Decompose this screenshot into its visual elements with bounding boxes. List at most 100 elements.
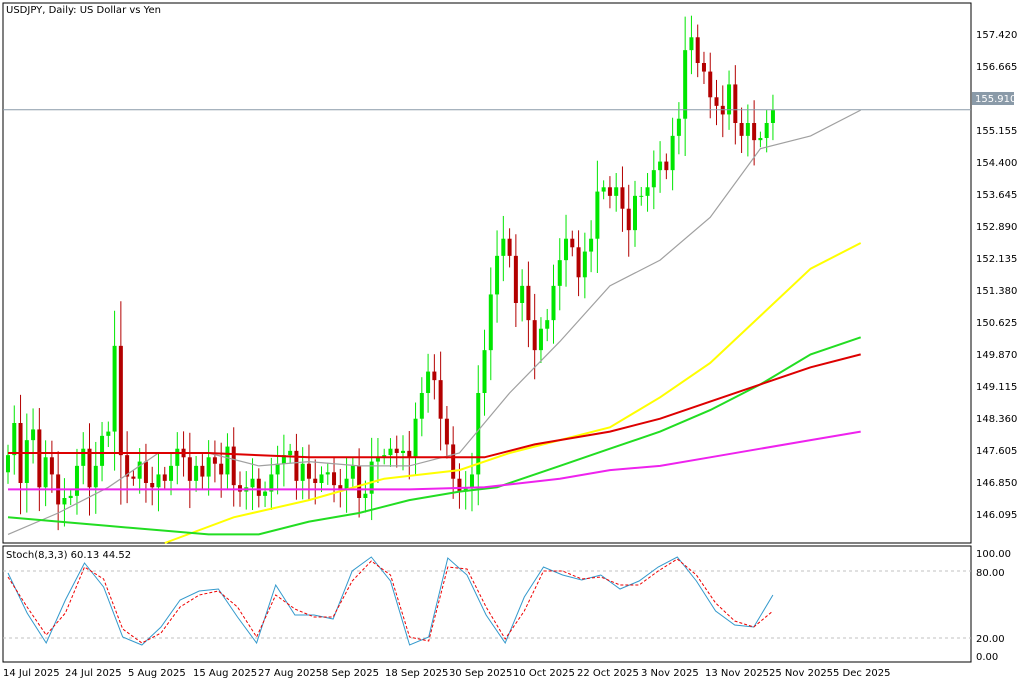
stoch-tick-label: 0.00 (976, 652, 998, 663)
y-tick-label: 149.115 (976, 382, 1017, 393)
candle-body (476, 393, 481, 475)
candle-body (388, 448, 393, 456)
x-tick-label: 24 Jul 2025 (65, 668, 122, 679)
candle-body (507, 238, 512, 256)
candle-body (350, 465, 355, 479)
candle-body (752, 123, 757, 141)
candle-body (526, 285, 531, 321)
candle-body (24, 440, 29, 483)
candle-body (200, 465, 205, 477)
candle-body (488, 294, 493, 351)
candle-body (250, 478, 255, 488)
x-tick-label: 13 Nov 2025 (705, 668, 769, 679)
candle-body (237, 485, 242, 492)
candle-body (375, 457, 380, 462)
candle-body (332, 472, 337, 486)
candle-body (281, 455, 286, 464)
candle-body (118, 345, 123, 456)
candle-body (607, 187, 612, 196)
candle-body (495, 255, 500, 295)
candle-body (37, 429, 42, 488)
y-tick-label: 152.135 (976, 254, 1017, 265)
candle-body (601, 187, 606, 192)
y-tick-label: 151.380 (976, 286, 1017, 297)
y-tick-label: 157.420 (976, 30, 1017, 41)
candle-body (382, 455, 387, 458)
candle-body (626, 208, 631, 231)
candle-body (300, 463, 305, 481)
candle-body (125, 455, 130, 477)
candle-body (501, 238, 506, 256)
y-tick-label: 154.400 (976, 158, 1017, 169)
candle-body (538, 328, 543, 351)
candle-body (131, 476, 136, 479)
candle-body (438, 380, 443, 419)
candle-body (81, 448, 86, 466)
candle-body (338, 485, 343, 490)
y-tick-label: 153.645 (976, 190, 1017, 201)
candle-body (463, 487, 468, 492)
x-axis: 14 Jul 2025 24 Jul 2025 5 Aug 2025 15 Au… (3, 668, 891, 679)
candle-body (444, 418, 449, 445)
candle-body (589, 238, 594, 252)
candle-body (564, 238, 569, 261)
candle-body (676, 118, 681, 136)
y-tick-label: 146.850 (976, 478, 1017, 489)
candle-body (770, 110, 775, 123)
x-tick-label: 10 Oct 2025 (513, 668, 575, 679)
candle-body (745, 123, 750, 136)
candle-body (256, 478, 261, 496)
candle-body (156, 474, 161, 488)
y-tick-label: 152.890 (976, 222, 1017, 233)
candle-body (225, 446, 230, 475)
moving-averages-group (7, 109, 862, 544)
candle-body (633, 195, 637, 231)
candle-body (708, 71, 713, 98)
stoch-label: Stoch(8,3,3) 60.13 44.52 (6, 550, 131, 561)
candle-body (294, 450, 299, 481)
x-tick-label: 22 Oct 2025 (577, 668, 639, 679)
candle-body (457, 478, 462, 492)
candle-body (451, 444, 456, 479)
stoch-signal-line (7, 558, 774, 644)
y-tick-label: 156.665 (976, 62, 1017, 73)
candle-body (288, 450, 293, 456)
moving-average-line (8, 353, 861, 459)
candle-body (306, 463, 311, 479)
candle-body (432, 371, 437, 381)
candle-body (175, 448, 180, 466)
candle-body (12, 423, 17, 456)
candle-body (325, 472, 330, 475)
candle-body (570, 238, 575, 248)
current-price-label: 155.910 (975, 94, 1016, 105)
y-tick-label: 147.605 (976, 446, 1017, 457)
moving-average-line (7, 109, 861, 535)
candle-body (658, 161, 663, 171)
candle-body (670, 135, 675, 171)
candle-body (513, 255, 518, 303)
candle-body (545, 320, 550, 329)
x-tick-label: 5 Aug 2025 (128, 668, 186, 679)
y-tick-label: 149.870 (976, 350, 1017, 361)
candle-body (664, 161, 669, 171)
candle-body (482, 350, 487, 393)
candle-body (43, 457, 48, 488)
candle-body (106, 431, 111, 436)
price-panel-frame (2, 2, 972, 544)
candle-body (269, 474, 274, 492)
stochastic-group (7, 556, 774, 646)
candle-body (614, 187, 619, 196)
candle-body (639, 195, 644, 197)
candle-body (212, 457, 217, 464)
candle-body (645, 187, 650, 196)
candle-body (100, 435, 105, 466)
candle-body (557, 260, 562, 286)
candle-body (595, 191, 600, 239)
moving-average-line (7, 336, 862, 536)
y-tick-label: 155.155 (976, 126, 1017, 137)
candle-body (551, 285, 556, 321)
candle-body (701, 63, 706, 72)
candle-body (231, 446, 236, 486)
candle-body (413, 418, 418, 458)
candle-body (169, 465, 174, 481)
